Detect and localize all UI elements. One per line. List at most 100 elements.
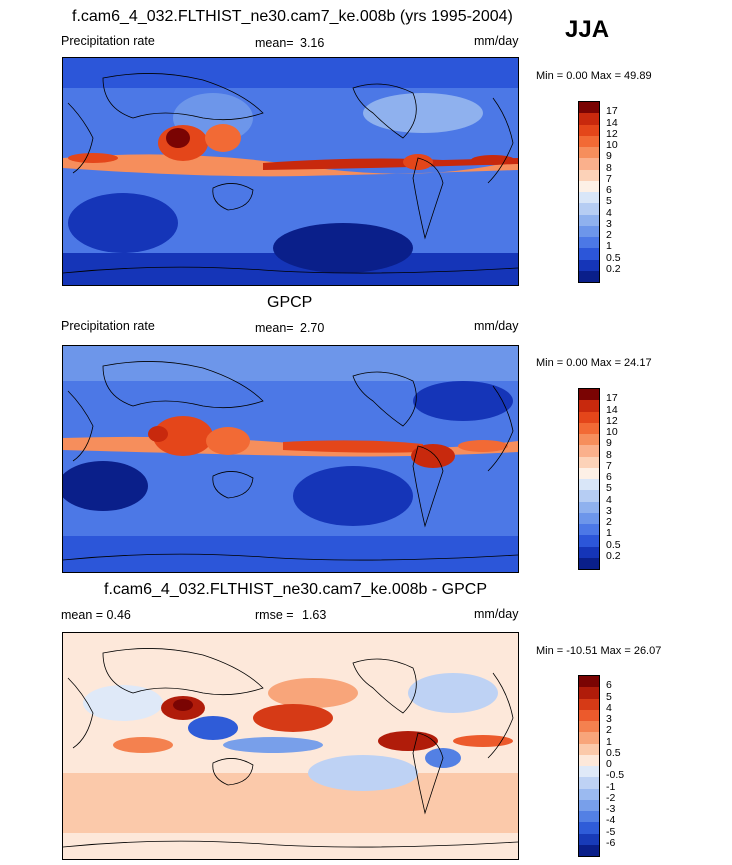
colorbar-swatch — [579, 799, 599, 811]
colorbar-swatch — [579, 687, 599, 699]
colorbar-swatch — [579, 822, 599, 834]
colorbar-tick-label: 6 — [606, 184, 612, 196]
colorbar-tick-label: 0.5 — [606, 538, 621, 551]
units-label: mm/day — [474, 34, 519, 48]
colorbar-tick-label: -2 — [606, 791, 616, 804]
colorbar-tick-label: 12 — [606, 127, 618, 140]
colorbar-swatch — [579, 135, 599, 147]
mean-value: 2.70 — [300, 321, 325, 335]
minmax-label: Min = 0.00 Max = 49.89 — [536, 70, 652, 82]
colorbar-tick-label: 9 — [606, 437, 612, 450]
colorbar-swatch — [579, 698, 599, 710]
colorbar-swatch — [579, 203, 599, 215]
colorbar-swatch — [579, 501, 599, 513]
colorbar-model — [578, 101, 600, 283]
colorbar-swatch — [579, 811, 599, 823]
panel-title: f.cam6_4_032.FLTHIST_ne30.cam7_ke.008b -… — [104, 581, 488, 598]
colorbar-tick-label: 2 — [606, 229, 612, 241]
colorbar-swatch — [579, 445, 599, 457]
colorbar-swatch — [579, 467, 599, 479]
colorbar-tick-label: 0.5 — [606, 251, 621, 264]
colorbar-swatch — [579, 512, 599, 524]
colorbar-tick-label: 14 — [606, 116, 618, 129]
colorbar-tick-label: 8 — [606, 161, 612, 174]
colorbar-swatch — [579, 422, 599, 434]
colorbar-swatch — [579, 270, 599, 282]
colorbar-swatch — [579, 456, 599, 468]
mean-value: 3.16 — [300, 36, 325, 50]
colorbar-tick-label: 17 — [606, 105, 618, 118]
colorbar-tick-label: 3 — [606, 217, 612, 230]
colorbar-tick-label: 6 — [606, 471, 612, 483]
colorbar-swatch — [579, 147, 599, 159]
colorbar-swatch — [579, 248, 599, 260]
colorbar-swatch — [579, 721, 599, 733]
colorbar-tick-label: 12 — [606, 414, 618, 427]
colorbar-tick-label: -6 — [606, 836, 616, 849]
colorbar-swatch — [579, 389, 599, 401]
colorbar-swatch — [579, 180, 599, 192]
variable-label: Precipitation rate — [61, 34, 155, 48]
colorbar-swatch — [579, 169, 599, 181]
colorbar-swatch — [579, 844, 599, 856]
colorbar-tick-label: 0 — [606, 758, 612, 770]
colorbar-difference — [578, 675, 600, 857]
minmax-label: Min = 0.00 Max = 24.17 — [536, 357, 652, 369]
colorbar-swatch — [579, 479, 599, 491]
colorbar-swatch — [579, 113, 599, 125]
colorbar-tick-label: 7 — [606, 459, 612, 472]
colorbar-tick-label: 4 — [606, 206, 612, 219]
colorbar-tick-label: 5 — [606, 690, 612, 703]
colorbar-swatch — [579, 709, 599, 721]
precip-map-obs — [62, 345, 519, 573]
colorbar-swatch — [579, 192, 599, 204]
colorbar-tick-label: 10 — [606, 426, 618, 438]
colorbar-swatch — [579, 158, 599, 170]
precip-map-model — [62, 57, 519, 286]
colorbar-tick-label: 10 — [606, 139, 618, 151]
colorbar-swatch — [579, 434, 599, 446]
colorbar-tick-label: -4 — [606, 814, 616, 827]
colorbar-tick-label: 0.2 — [606, 549, 621, 562]
colorbar-swatch — [579, 411, 599, 423]
panel-title: GPCP — [267, 294, 313, 311]
units-label: mm/day — [474, 319, 519, 333]
colorbar-tick-label: 17 — [606, 392, 618, 405]
units-label: mm/day — [474, 607, 519, 621]
colorbar-tick-label: 6 — [606, 679, 612, 692]
colorbar-tick-label: 2 — [606, 516, 612, 528]
colorbar-obs — [578, 388, 600, 570]
colorbar-tick-label: 3 — [606, 713, 612, 725]
colorbar-tick-label: 4 — [606, 701, 612, 714]
colorbar-swatch — [579, 124, 599, 136]
colorbar-tick-label: 9 — [606, 150, 612, 163]
mean-label: mean= — [255, 36, 294, 50]
colorbar-tick-label: -1 — [606, 780, 616, 793]
colorbar-tick-label: -0.5 — [606, 769, 625, 782]
colorbar-swatch — [579, 214, 599, 226]
colorbar-swatch — [579, 237, 599, 249]
mean-label: mean = 0.46 — [61, 608, 131, 622]
precip-map-difference — [62, 632, 519, 860]
colorbar-tick-label: 5 — [606, 482, 612, 495]
colorbar-swatch — [579, 833, 599, 845]
colorbar-swatch — [579, 766, 599, 778]
colorbar-swatch — [579, 754, 599, 766]
colorbar-tick-label: 7 — [606, 172, 612, 185]
colorbar-tick-label: -3 — [606, 803, 616, 815]
colorbar-tick-label: 1 — [606, 240, 612, 253]
colorbar-swatch — [579, 524, 599, 536]
colorbar-tick-label: 0.5 — [606, 746, 621, 759]
colorbar-tick-label: 1 — [606, 735, 612, 748]
colorbar-swatch — [579, 225, 599, 237]
rmse-label: rmse = — [255, 608, 294, 622]
variable-label: Precipitation rate — [61, 319, 155, 333]
colorbar-swatch — [579, 676, 599, 688]
colorbar-swatch — [579, 788, 599, 800]
minmax-label: Min = -10.51 Max = 26.07 — [536, 645, 662, 657]
colorbar-tick-label: -5 — [606, 825, 616, 838]
colorbar-swatch — [579, 777, 599, 789]
colorbar-tick-label: 1 — [606, 527, 612, 540]
colorbar-swatch — [579, 535, 599, 547]
colorbar-swatch — [579, 490, 599, 502]
